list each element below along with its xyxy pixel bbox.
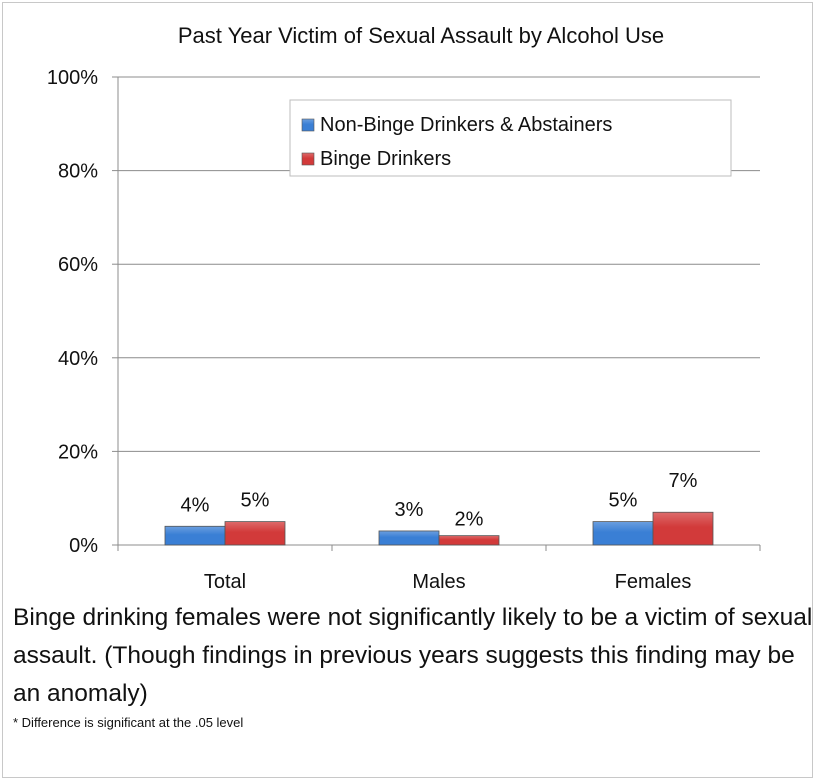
bar-chart: Past Year Victim of Sexual Assault by Al…: [47, 23, 761, 593]
bar-binge-females: [652, 511, 714, 546]
significance-footnote: * Difference is significant at the .05 l…: [13, 715, 244, 730]
data-label: 5%: [241, 490, 270, 512]
bar-binge-total: [224, 521, 286, 546]
y-tick-label: 60%: [58, 254, 98, 276]
legend: Non-Binge Drinkers & Abstainers Binge Dri…: [289, 99, 732, 177]
legend-swatch: [301, 118, 315, 132]
x-tick-label: Total: [204, 571, 246, 593]
y-tick-label: 20%: [58, 441, 98, 463]
data-label: 3%: [395, 499, 424, 521]
data-label: 7%: [669, 470, 698, 492]
chart-title: Past Year Victim of Sexual Assault by Al…: [178, 23, 664, 48]
legend-swatch: [301, 152, 315, 166]
bar-binge-males: [438, 535, 500, 546]
x-tick-label: Females: [615, 571, 692, 593]
legend-box: [289, 99, 732, 177]
data-label: 4%: [181, 494, 210, 516]
legend-label: Binge Drinkers: [320, 148, 451, 170]
y-tick-label: 100%: [47, 67, 98, 89]
y-tick-label: 80%: [58, 161, 98, 183]
data-label: 5%: [609, 490, 638, 512]
bars: [164, 511, 714, 546]
x-tick-label: Males: [412, 571, 465, 593]
chart-caption: Binge drinking females were not signific…: [13, 604, 813, 707]
y-tick-label: 40%: [58, 348, 98, 370]
legend-label: Non-Binge Drinkers & Abstainers: [320, 114, 612, 136]
y-tick-label: 0%: [69, 535, 98, 557]
bar-non-binge-total: [164, 525, 226, 546]
data-label: 2%: [455, 509, 484, 531]
data-labels: 4% 5% 3% 2% 5% 7%: [181, 470, 698, 530]
bar-non-binge-males: [378, 530, 440, 546]
bar-non-binge-females: [592, 521, 654, 546]
